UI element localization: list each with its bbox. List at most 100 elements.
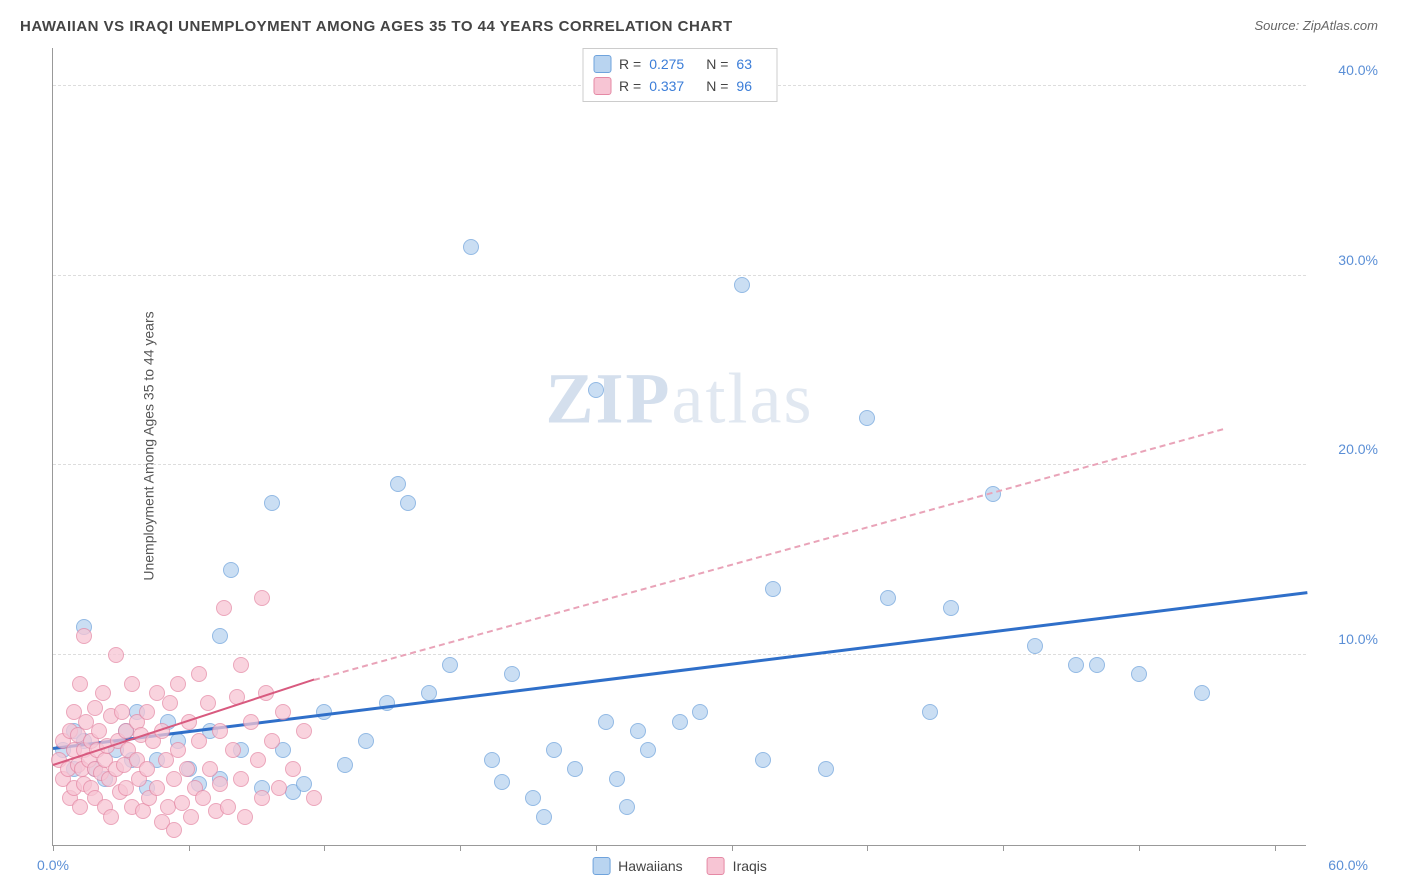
legend-label-iraqis: Iraqis	[733, 858, 767, 874]
data-point	[494, 774, 510, 790]
swatch-hawaiians	[593, 55, 611, 73]
data-point	[149, 780, 165, 796]
data-point	[734, 277, 750, 293]
legend-row-hawaiians: R = 0.275 N = 63	[593, 53, 766, 75]
data-point	[567, 761, 583, 777]
data-point	[755, 752, 771, 768]
swatch-hawaiians-icon	[592, 857, 610, 875]
data-point	[237, 809, 253, 825]
data-point	[400, 495, 416, 511]
r-value-hawaiians: 0.275	[649, 56, 684, 72]
x-tick	[596, 845, 597, 851]
chart-area: ZIPatlas R = 0.275 N = 63 R = 0.337 N = …	[52, 48, 1306, 846]
data-point	[179, 761, 195, 777]
data-point	[216, 600, 232, 616]
data-point	[183, 809, 199, 825]
data-point	[264, 733, 280, 749]
x-tick-label: 0.0%	[37, 857, 69, 873]
swatch-iraqis	[593, 77, 611, 95]
legend-item-iraqis: Iraqis	[707, 857, 767, 875]
data-point	[296, 723, 312, 739]
data-point	[1194, 685, 1210, 701]
chart-title: HAWAIIAN VS IRAQI UNEMPLOYMENT AMONG AGE…	[20, 18, 733, 35]
data-point	[546, 742, 562, 758]
data-point	[212, 723, 228, 739]
data-point	[264, 495, 280, 511]
gridline	[53, 654, 1306, 655]
data-point	[504, 666, 520, 682]
x-tick	[867, 845, 868, 851]
x-tick	[324, 845, 325, 851]
data-point	[285, 761, 301, 777]
data-point	[484, 752, 500, 768]
y-tick-label: 10.0%	[1338, 631, 1378, 647]
data-point	[108, 647, 124, 663]
series-legend: Hawaiians Iraqis	[592, 857, 767, 875]
data-point	[1131, 666, 1147, 682]
x-tick	[1275, 845, 1276, 851]
trend-line	[314, 428, 1224, 681]
gridline	[53, 275, 1306, 276]
data-point	[254, 590, 270, 606]
data-point	[275, 704, 291, 720]
data-point	[114, 704, 130, 720]
data-point	[1027, 638, 1043, 654]
x-tick	[732, 845, 733, 851]
y-tick-label: 30.0%	[1338, 252, 1378, 268]
data-point	[306, 790, 322, 806]
data-point	[943, 600, 959, 616]
data-point	[170, 676, 186, 692]
data-point	[390, 476, 406, 492]
data-point	[922, 704, 938, 720]
n-label: N =	[706, 78, 728, 94]
data-point	[609, 771, 625, 787]
data-point	[200, 695, 216, 711]
data-point	[160, 799, 176, 815]
r-label: R =	[619, 78, 641, 94]
data-point	[588, 382, 604, 398]
legend-label-hawaiians: Hawaiians	[618, 858, 683, 874]
data-point	[640, 742, 656, 758]
watermark-bold: ZIP	[546, 358, 672, 438]
data-point	[139, 704, 155, 720]
r-value-iraqis: 0.337	[649, 78, 684, 94]
data-point	[91, 723, 107, 739]
data-point	[191, 666, 207, 682]
n-value-hawaiians: 63	[736, 56, 752, 72]
data-point	[170, 742, 186, 758]
data-point	[271, 780, 287, 796]
plot-region: ZIPatlas R = 0.275 N = 63 R = 0.337 N = …	[52, 48, 1306, 846]
data-point	[1089, 657, 1105, 673]
data-point	[233, 657, 249, 673]
data-point	[619, 799, 635, 815]
y-tick-label: 20.0%	[1338, 441, 1378, 457]
legend-item-hawaiians: Hawaiians	[592, 857, 683, 875]
x-tick	[1139, 845, 1140, 851]
source-value: ZipAtlas.com	[1303, 18, 1378, 33]
data-point	[463, 239, 479, 255]
data-point	[630, 723, 646, 739]
watermark: ZIPatlas	[546, 357, 814, 440]
data-point	[692, 704, 708, 720]
correlation-legend: R = 0.275 N = 63 R = 0.337 N = 96	[582, 48, 777, 102]
data-point	[598, 714, 614, 730]
x-tick	[53, 845, 54, 851]
data-point	[765, 581, 781, 597]
data-point	[202, 761, 218, 777]
data-point	[95, 685, 111, 701]
source-label: Source:	[1254, 18, 1302, 33]
data-point	[233, 771, 249, 787]
data-point	[139, 761, 155, 777]
legend-row-iraqis: R = 0.337 N = 96	[593, 75, 766, 97]
source-attribution: Source: ZipAtlas.com	[1254, 18, 1378, 33]
x-tick	[1003, 845, 1004, 851]
data-point	[1068, 657, 1084, 673]
data-point	[166, 822, 182, 838]
data-point	[76, 628, 92, 644]
data-point	[103, 809, 119, 825]
data-point	[818, 761, 834, 777]
data-point	[72, 799, 88, 815]
x-tick	[189, 845, 190, 851]
data-point	[442, 657, 458, 673]
x-tick-label: 60.0%	[1328, 857, 1368, 873]
